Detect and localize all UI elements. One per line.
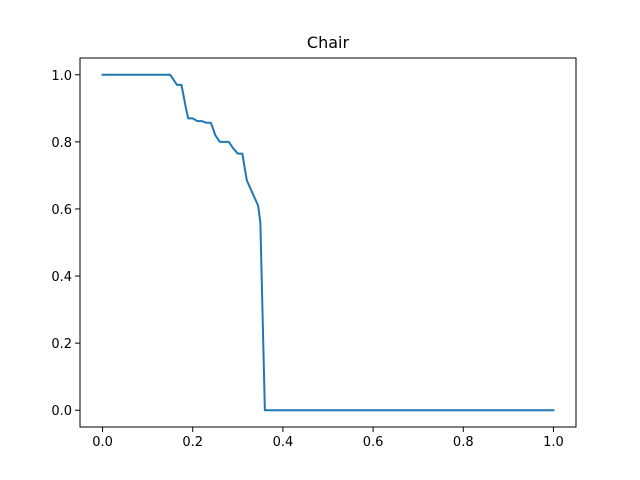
y-tick-label: 0.0 [51, 404, 72, 419]
x-tick-label: 1.0 [543, 435, 564, 450]
x-tick-label: 0.6 [363, 435, 384, 450]
plot-layer [101, 73, 555, 412]
x-tick-label: 0.0 [92, 435, 113, 450]
x-tick-label: 0.2 [182, 435, 203, 450]
x-tick-label: 0.4 [273, 435, 294, 450]
plot-frame [79, 57, 577, 428]
y-tick-label: 0.6 [51, 203, 72, 218]
y-tick-label: 0.8 [51, 136, 72, 151]
y-tick-label: 1.0 [51, 69, 72, 84]
y-tick-label: 0.2 [51, 337, 72, 352]
series-line-0 [101, 73, 555, 412]
chart-title: Chair [307, 33, 350, 52]
axis-layer: 0.0 0.2 0.4 0.6 0.8 1.0 0.0 0.2 0.4 0.6 0.8 1.0 [51, 57, 577, 450]
y-tick-label: 0.4 [51, 270, 72, 285]
x-tick-label: 0.8 [453, 435, 474, 450]
